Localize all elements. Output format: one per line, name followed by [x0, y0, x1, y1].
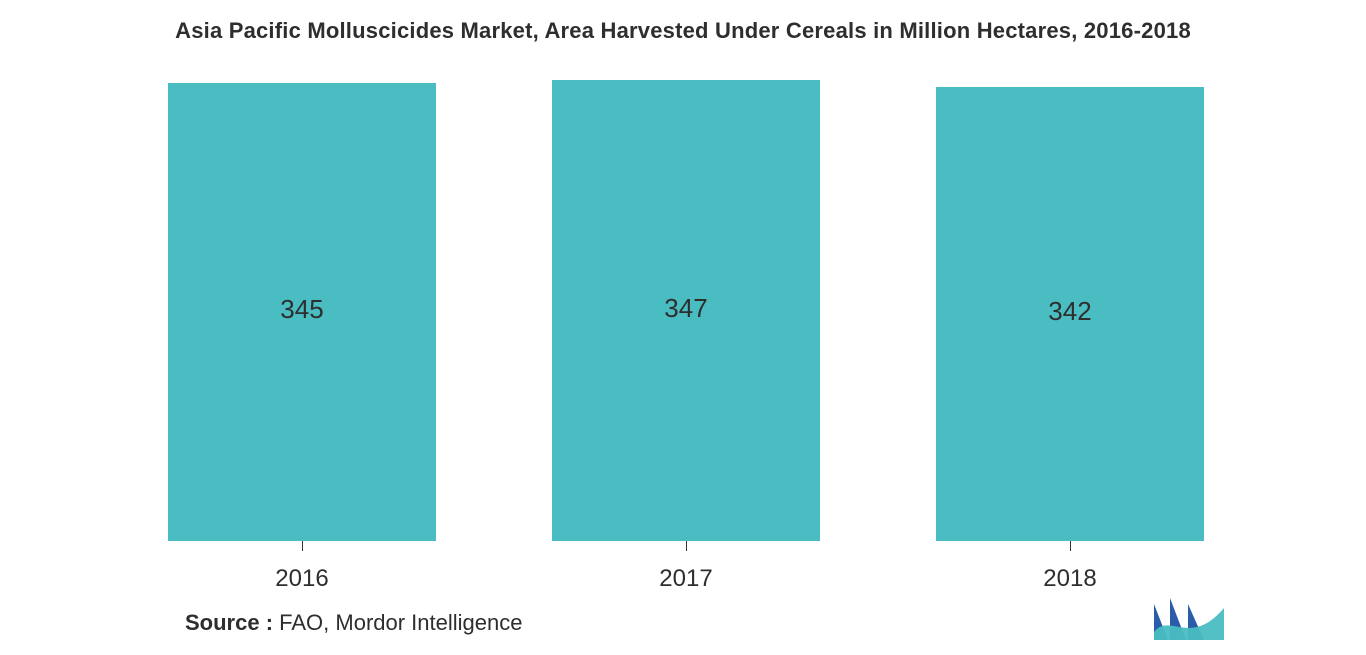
chart-bar: 3472017: [552, 80, 820, 541]
chart-plot-area: 3452016 3472017 3422018: [150, 80, 1216, 541]
chart-x-label: 2018: [1010, 565, 1130, 593]
brand-logo: [1152, 598, 1226, 640]
source-label: Source :: [185, 610, 279, 635]
chart-x-label: 2016: [242, 565, 362, 593]
chart-bar-value-label: 342: [936, 296, 1204, 327]
chart-x-tick: [686, 541, 687, 551]
chart-x-label: 2017: [626, 565, 746, 593]
chart-bar-value-label: 345: [168, 294, 436, 325]
chart-bar: 3422018: [936, 80, 1204, 541]
brand-logo-svg: [1152, 598, 1226, 640]
chart-x-tick: [1070, 541, 1071, 551]
chart-title: Asia Pacific Molluscicides Market, Area …: [0, 18, 1366, 44]
source-attribution: Source : FAO, Mordor Intelligence: [185, 610, 522, 636]
chart-container: Asia Pacific Molluscicides Market, Area …: [0, 0, 1366, 655]
chart-x-tick: [302, 541, 303, 551]
source-text: FAO, Mordor Intelligence: [279, 610, 522, 635]
chart-bar-value-label: 347: [552, 293, 820, 324]
chart-bar: 3452016: [168, 80, 436, 541]
